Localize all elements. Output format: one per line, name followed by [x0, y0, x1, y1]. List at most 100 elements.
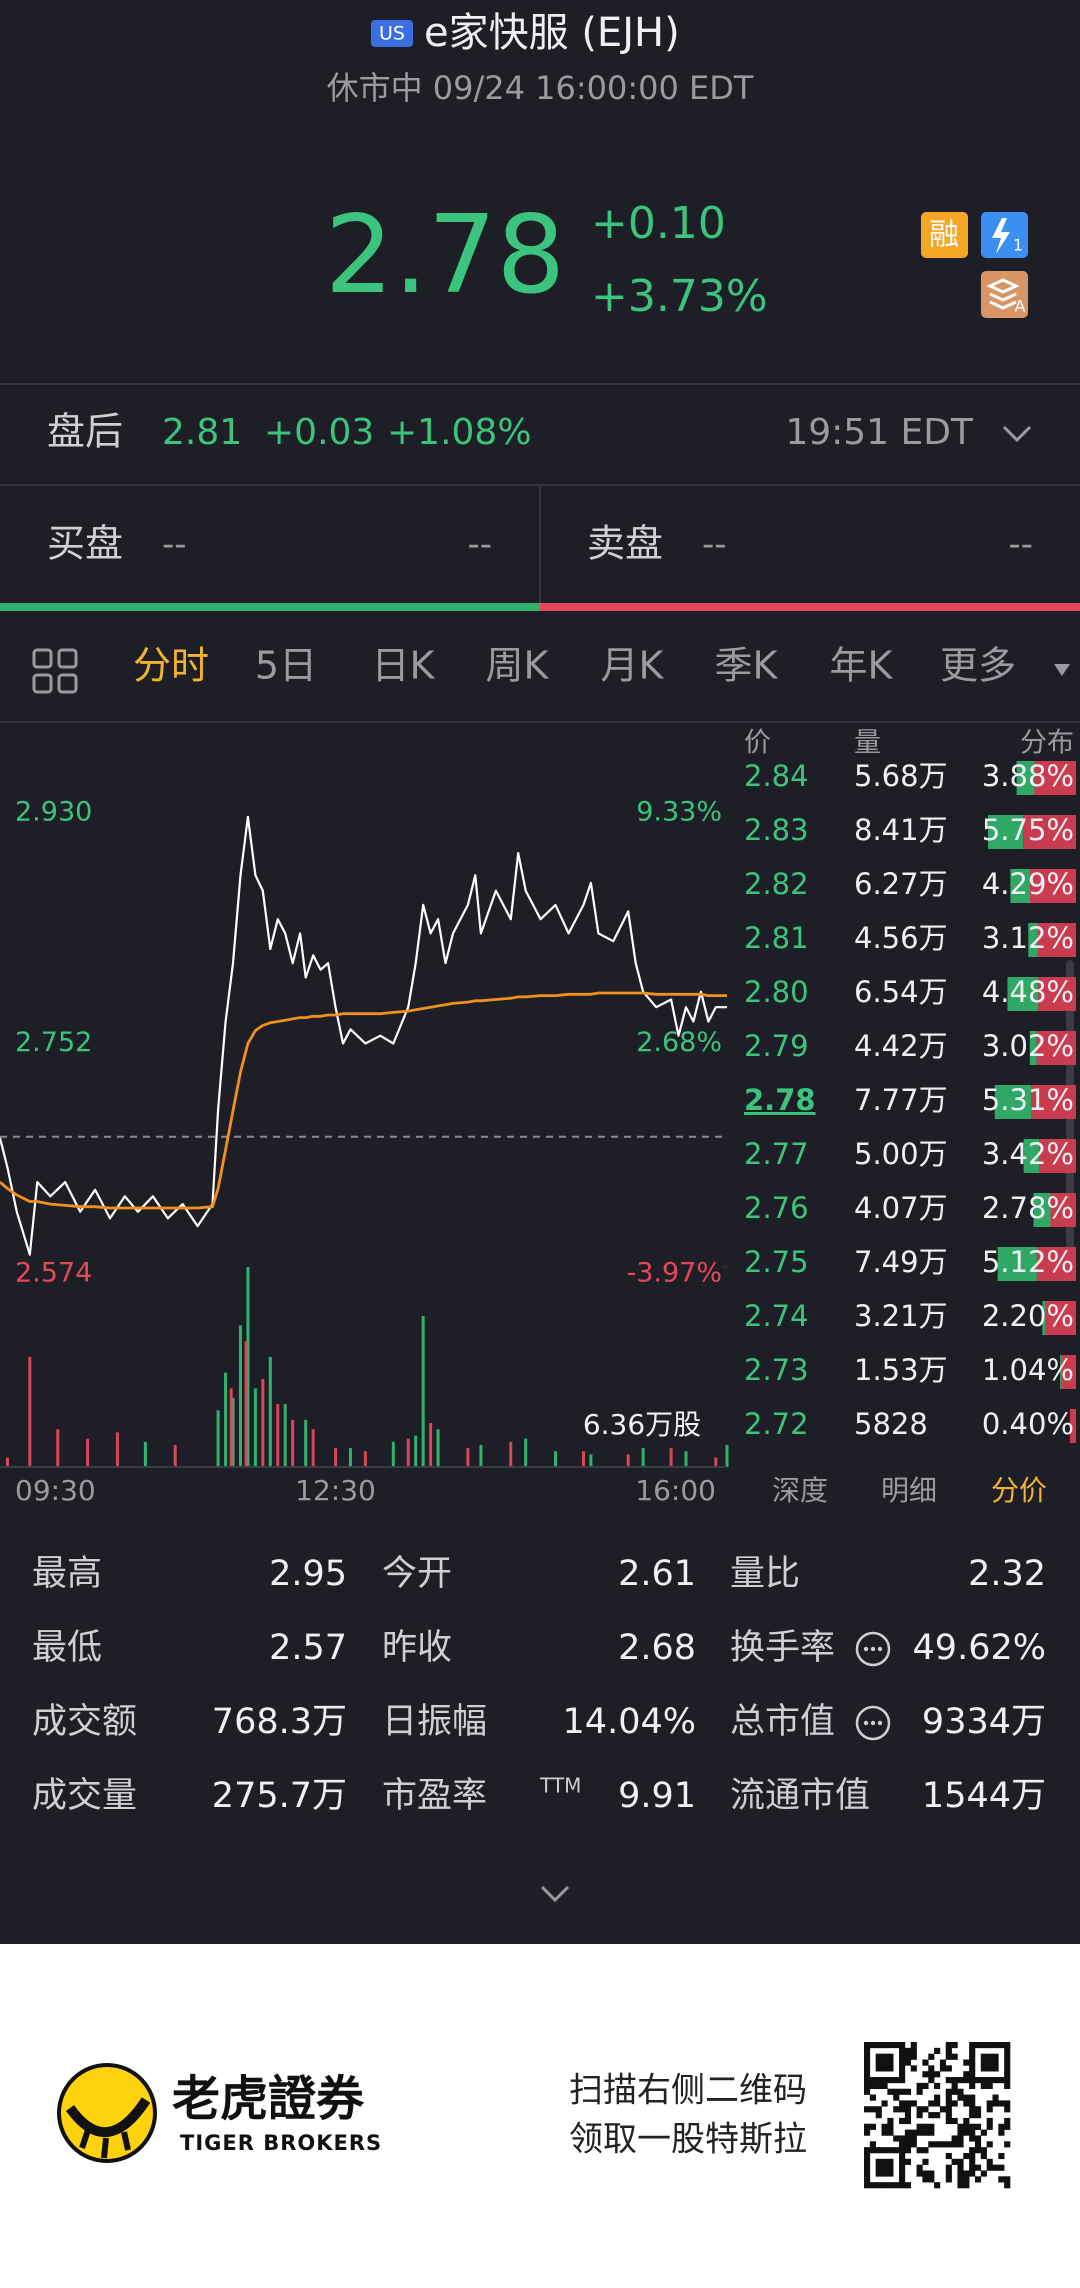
- qr-module: [945, 2164, 952, 2171]
- qr-module: [969, 2164, 976, 2171]
- tab[interactable]: 日K: [372, 644, 436, 688]
- qr-module: [957, 2170, 964, 2177]
- qr-module: [899, 2176, 906, 2183]
- order-book-header: 分布: [1020, 728, 1074, 759]
- qr-module: [881, 2182, 888, 2189]
- y-tick-label: 2.574: [15, 1258, 92, 1289]
- qr-module: [945, 2053, 952, 2060]
- tab[interactable]: 季K: [715, 644, 779, 688]
- qr-module: [916, 2170, 923, 2177]
- tab[interactable]: 年K: [830, 644, 894, 688]
- share-bar-sell: [1034, 761, 1076, 795]
- qr-module: [945, 2088, 952, 2095]
- volume-bar: [216, 1410, 220, 1467]
- qr-module: [893, 2094, 900, 2101]
- volume-bar: [28, 1356, 32, 1467]
- share-bar-sell: [1038, 977, 1076, 1011]
- volume-bar: [714, 1457, 718, 1467]
- chart-tab[interactable]: 深度: [772, 1474, 828, 1507]
- order-book-volume: 8.41万: [854, 813, 948, 847]
- footer-line: 领取一股特斯拉: [569, 2120, 807, 2160]
- footer-bg: [0, 1944, 1080, 2288]
- order-book-volume: 5.68万: [854, 759, 948, 793]
- qr-module: [910, 2065, 917, 2072]
- qr-module: [974, 2123, 982, 2130]
- volume-bar: [429, 1422, 433, 1467]
- info-icon[interactable]: [855, 1705, 891, 1741]
- share-bar-sell: [1030, 869, 1076, 903]
- qr-module: [951, 2117, 958, 2125]
- tab[interactable]: 月K: [601, 644, 665, 688]
- grid-icon[interactable]: [32, 648, 78, 694]
- volume-bar: [421, 1316, 425, 1467]
- qr-module: [899, 2170, 906, 2177]
- share-bar-buy: [994, 1085, 1032, 1119]
- qr-module: [881, 2059, 888, 2066]
- order-book-share: 3.02%: [982, 1029, 1074, 1063]
- tab[interactable]: 5日: [255, 644, 317, 688]
- tab[interactable]: 更多: [940, 644, 1016, 688]
- qr-module: [899, 2042, 906, 2049]
- info-icon[interactable]: [855, 1631, 891, 1667]
- expand-chevron[interactable]: [540, 1885, 570, 1903]
- qr-module: [875, 2170, 882, 2177]
- qr-module: [969, 2047, 976, 2054]
- volume-bar: [363, 1451, 367, 1467]
- chart-tab[interactable]: 明细: [881, 1474, 937, 1507]
- qr-module: [980, 2147, 987, 2154]
- qr-module: [899, 2147, 906, 2154]
- qr-module: [864, 2053, 871, 2060]
- chart-tab[interactable]: 分价: [991, 1474, 1047, 1507]
- qr-module: [928, 2100, 935, 2107]
- qr-module: [986, 2100, 993, 2107]
- qr-module: [887, 2129, 894, 2136]
- stat-label: 昨收: [382, 1628, 452, 1668]
- qr-module: [864, 2158, 871, 2165]
- qr-module: [869, 2094, 876, 2101]
- order-book-volume: 7.77万: [854, 1083, 948, 1117]
- qr-module: [910, 2042, 917, 2049]
- qr-module: [887, 2158, 894, 2165]
- qr-module: [881, 2147, 888, 2154]
- qr-module: [939, 2065, 947, 2072]
- qr-module: [922, 2129, 929, 2136]
- tab[interactable]: 周K: [486, 644, 550, 688]
- qr-module: [986, 2077, 993, 2084]
- qr-module: [922, 2106, 929, 2113]
- qr-module: [875, 2082, 882, 2090]
- qr-module: [974, 2164, 982, 2171]
- qr-module: [963, 2129, 970, 2136]
- qr-module: [922, 2059, 929, 2066]
- level-icon[interactable]: [981, 271, 1028, 318]
- qr-module: [881, 2158, 888, 2165]
- info-dot: [870, 1646, 876, 1652]
- share-bar-buy: [1023, 1139, 1040, 1173]
- qr-module: [869, 2042, 876, 2049]
- qr-module: [969, 2152, 976, 2160]
- share-bar-sell: [1069, 1409, 1076, 1443]
- qr-module: [945, 2077, 952, 2084]
- tab[interactable]: 分时: [133, 644, 209, 688]
- qr-module: [957, 2141, 964, 2148]
- qr-module: [963, 2152, 970, 2160]
- qr-module: [945, 2094, 952, 2101]
- qr-module: [986, 2082, 993, 2090]
- expand-chevron[interactable]: [1002, 425, 1032, 443]
- more-arrow[interactable]: [1054, 664, 1070, 676]
- volume-bar: [684, 1451, 688, 1467]
- qr-module: [963, 2170, 970, 2177]
- qr-module: [969, 2158, 976, 2165]
- qr-module: [869, 2182, 876, 2189]
- qr-module: [969, 2106, 976, 2113]
- order-book-volume: 6.27万: [854, 867, 948, 901]
- after-hours-price: 2.81: [162, 412, 242, 453]
- stat-value: 2.57: [269, 1628, 347, 1668]
- volume-bar: [524, 1438, 528, 1467]
- qr-module: [969, 2053, 976, 2060]
- qr-module: [916, 2147, 923, 2154]
- qr-module: [916, 2082, 923, 2090]
- stat-label: 流通市值: [730, 1776, 870, 1816]
- qr-module: [974, 2077, 982, 2084]
- margin-icon[interactable]: [921, 212, 968, 258]
- qr-module: [1004, 2071, 1011, 2078]
